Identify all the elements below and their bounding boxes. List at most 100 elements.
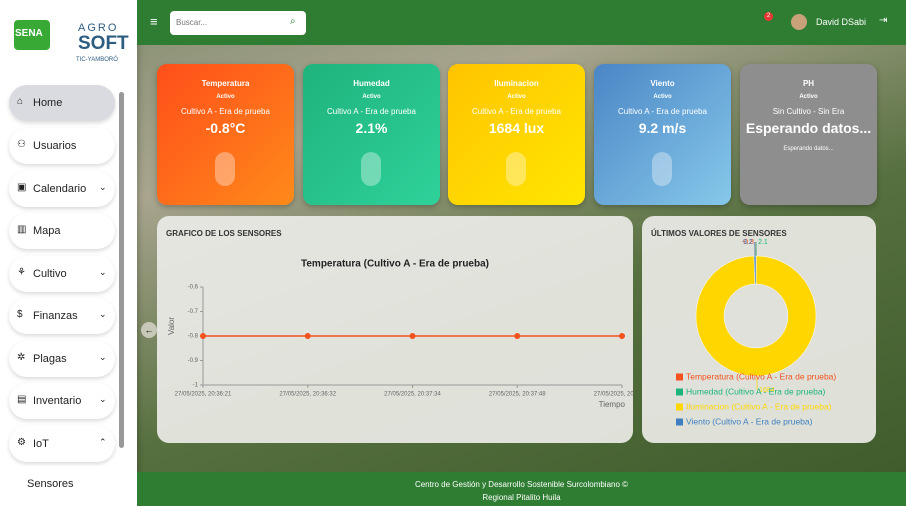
card-value: 2.1% (355, 120, 388, 136)
x-tick-label: 27/05/2025, 20:38:03 (594, 392, 633, 398)
line-panel: GRAFICO DE LOS SENSORES Temperatura (Cul… (157, 216, 633, 443)
legend-label: Iluminacion (Cultivo A - Era de prueba) (686, 401, 832, 411)
point (619, 333, 625, 339)
card-icon (361, 152, 381, 186)
x-axis-label: Tiempo (599, 400, 626, 409)
nav-icon: ▥ (17, 224, 27, 235)
nav-icon: ▣ (17, 182, 27, 193)
nav-label: Cultivo (33, 268, 67, 280)
nav-chevron: ⌄ (99, 182, 107, 192)
legend-swatch (676, 418, 683, 426)
y-tick-label: -0.9 (188, 358, 199, 364)
nav-item[interactable]: $ Finanzas ⌄ (9, 298, 115, 334)
card-title: Viento (650, 79, 675, 88)
card-status: Activo (216, 94, 235, 100)
card-subtitle: Cultivo A - Era de prueba (472, 107, 561, 116)
nav-icon: ▤ (17, 394, 27, 405)
nav-icon: ⚇ (17, 139, 26, 150)
nav-label: Sensores (27, 478, 74, 490)
card-subtitle: Cultivo A - Era de prueba (618, 107, 707, 116)
sensor-card: PH Activo Sin Cultivo - Sin Era Esperando d… (740, 64, 877, 205)
line-chart: Temperatura (Cultivo A - Era de prueba) -… (167, 259, 633, 409)
data-label: -0.8 (742, 239, 754, 246)
card-value: Esperando datos... (745, 120, 872, 136)
chart-title: Temperatura (Cultivo A - Era de prueba) (301, 259, 489, 270)
y-tick-label: -1 (193, 383, 199, 389)
sensor-card: Humedad Activo Cultivo A - Era de prueba 2.… (303, 64, 440, 205)
footer: Centro de Gestión y Desarrollo Sostenibl… (137, 472, 906, 506)
x-tick-label: 27/05/2025, 20:37:48 (489, 392, 546, 398)
donut-panel: ÚLTIMOS VALORES DE SENSORES -0.8 2.1 1684 9… (642, 216, 876, 443)
nav-label: Home (33, 97, 63, 109)
nav-chevron: ⌄ (99, 394, 107, 404)
nav-label: Inventario (33, 395, 82, 407)
nav-item[interactable]: Sensores (9, 466, 115, 502)
point (409, 333, 416, 339)
section-title: GRAFICO DE LOS SENSORES (166, 229, 282, 238)
x-tick-label: 27/05/2025, 20:37:34 (384, 392, 441, 398)
card-status: Activo (799, 94, 818, 100)
nav-item[interactable]: ⌂ Home (9, 85, 115, 121)
card-value: 1684 lux (488, 120, 545, 136)
card-title: PH (802, 79, 815, 88)
sensor-card: Viento Activo Cultivo A - Era de prueba 9.2… (594, 64, 731, 205)
search-icon: ⌕ (290, 16, 296, 27)
card-status: Activo (362, 94, 381, 100)
legend-label: Viento (Cultivo A - Era de prueba) (686, 416, 813, 426)
card-status: Activo (507, 94, 526, 100)
nav-icon: $ (17, 309, 23, 320)
logo-agro: AGRO (78, 22, 119, 34)
donut-chart: -0.8 2.1 1684 9.2 Temperatura (Cultivo A - E… (676, 239, 836, 426)
nav-label: Calendario (33, 183, 87, 195)
nav-chevron: ⌄ (99, 309, 107, 319)
logout-icon[interactable]: ⇥ (879, 15, 888, 26)
y-axis-label: Valor (167, 317, 176, 335)
search-placeholder: Buscar... (176, 18, 208, 27)
point (304, 333, 311, 339)
card-note: Esperando datos... (783, 146, 834, 152)
legend-swatch (676, 388, 683, 396)
card-title: Humedad (353, 79, 390, 88)
nav-label: Plagas (33, 353, 67, 365)
logo-sena: SENA (15, 28, 43, 39)
sensor-card: Temperatura Activo Cultivo A - Era de prue… (157, 64, 294, 205)
menu-icon[interactable]: ≡ (150, 14, 158, 29)
card-value: 9.2 m/s (638, 120, 687, 136)
nav-chevron: ⌄ (99, 267, 107, 277)
nav-item[interactable]: ✲ Plagas ⌄ (9, 341, 115, 377)
search-box[interactable]: Buscar... ⌕ (170, 11, 306, 35)
notification-badge[interactable]: 2 (764, 12, 773, 21)
card-icon (506, 152, 526, 186)
nav-chevron: ⌃ (99, 437, 107, 447)
carousel-prev[interactable]: ← (141, 322, 157, 338)
x-tick-label: 27/05/2025, 20:36:21 (175, 392, 232, 398)
card-subtitle: Sin Cultivo - Sin Era (772, 107, 845, 116)
data-label: 2.1 (758, 239, 768, 246)
card-icon (652, 152, 672, 186)
y-tick-label: -0.7 (188, 309, 199, 315)
nav-item[interactable]: ⚘ Cultivo ⌄ (9, 256, 115, 292)
avatar[interactable] (791, 14, 807, 30)
nav-item[interactable]: ▤ Inventario ⌄ (9, 383, 115, 419)
nav-icon: ⚙ (17, 437, 26, 448)
logo-mark (14, 20, 50, 50)
card-subtitle: Cultivo A - Era de prueba (327, 107, 416, 116)
section-title: ÚLTIMOS VALORES DE SENSORES (651, 229, 787, 238)
data-label: 9.2 (743, 239, 753, 246)
legend-label: Temperatura (Cultivo A - Era de prueba) (686, 371, 836, 381)
nav-item[interactable]: ▥ Mapa (9, 213, 115, 249)
legend-swatch (676, 403, 683, 411)
nav-icon: ⌂ (17, 96, 24, 107)
legend-label: Humedad (Cultivo A - Era de prueba) (686, 386, 826, 396)
legend-swatch (676, 373, 683, 381)
nav-chevron: ⌄ (99, 352, 107, 362)
user-name[interactable]: David DSabi (816, 17, 867, 27)
nav-label: IoT (33, 438, 49, 450)
footer-line: Regional Pitalito Huila (482, 493, 561, 502)
nav-item[interactable]: ▣ Calendario ⌄ (9, 171, 115, 207)
card-title: Temperatura (201, 79, 250, 88)
nav-item[interactable]: ⚙ IoT ⌃ (9, 426, 115, 462)
nav-item[interactable]: ⚇ Usuarios (9, 128, 115, 164)
card-value: -0.8°C (205, 120, 246, 136)
